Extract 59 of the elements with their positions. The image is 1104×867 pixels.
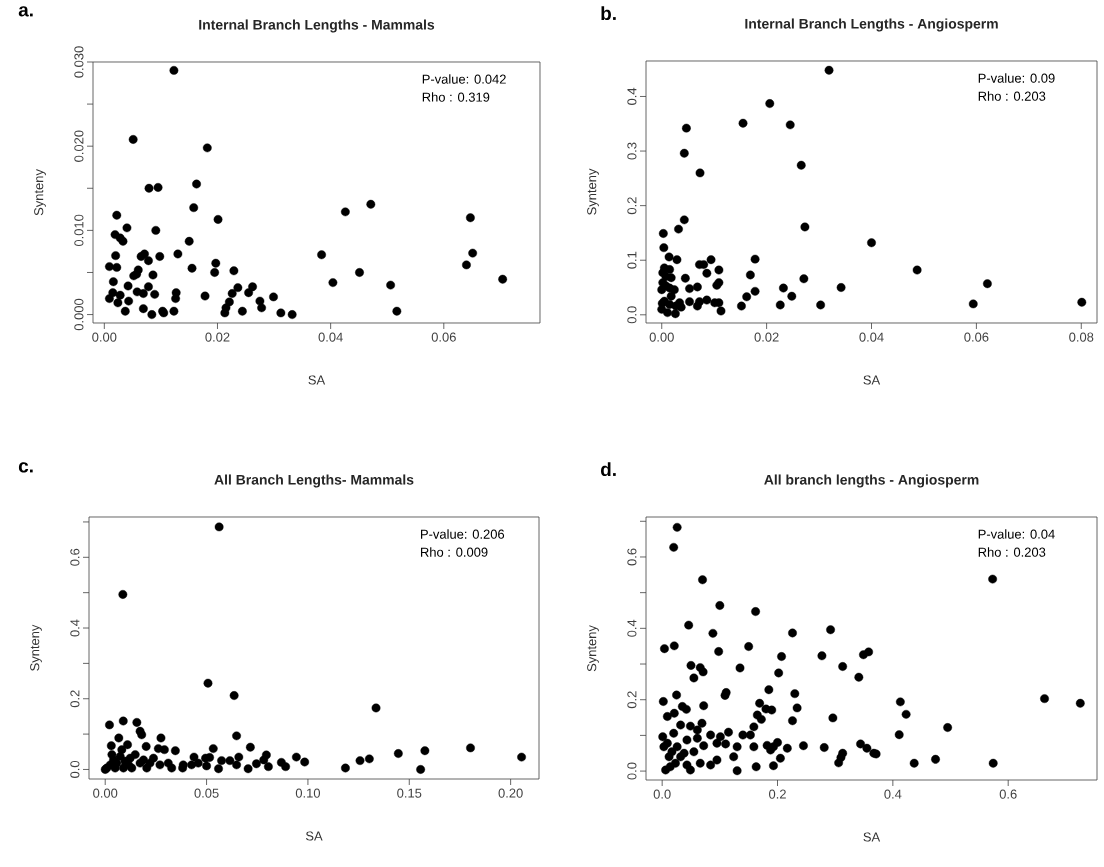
- x-tick-label: 0.4: [884, 789, 902, 799]
- chart-title: All Branch Lengths- Mammals: [214, 474, 414, 488]
- y-tick-label: 0.6: [70, 548, 80, 566]
- y-tick-label: 0.6: [627, 548, 637, 566]
- text: b.: [601, 6, 616, 21]
- x-tick-label: 0.02: [205, 332, 230, 342]
- x-tick-label: 0.06: [964, 332, 989, 342]
- y-tick-label: 0.0: [627, 762, 637, 780]
- x-tick-label: 0.15: [397, 788, 422, 798]
- y-tick-label: 0.4: [627, 619, 637, 637]
- y-tick-label: 0.2: [627, 691, 637, 709]
- chart-title: Internal Branch Lengths - Angiosperm: [745, 18, 998, 32]
- text: a.: [18, 6, 33, 17]
- x-tick-label: 0.04: [318, 332, 343, 342]
- y-tick-label: 0.3: [627, 142, 637, 160]
- y-tick-label: 0.020: [74, 130, 84, 162]
- x-axis-title: SA: [863, 832, 881, 842]
- x-tick-label: 0.08: [1069, 332, 1094, 342]
- y-tick-label: 0.1: [627, 251, 637, 269]
- x-tick-label: 0.05: [194, 788, 219, 798]
- x-tick-label: 0.00: [649, 332, 674, 342]
- annotation: Rho : 0.203: [978, 91, 1046, 101]
- y-tick-label: 0.2: [70, 690, 80, 708]
- text: d.: [600, 462, 616, 477]
- chart-title: Internal Branch Lengths - Mammals: [199, 19, 435, 33]
- x-tick-label: 0.2: [769, 789, 786, 799]
- y-axis-title: Synteny: [587, 168, 599, 215]
- x-tick-label: 0.02: [754, 332, 779, 342]
- x-tick-label: 0.0: [653, 789, 671, 799]
- y-axis-title: Synteny: [30, 624, 42, 671]
- annotation: Rho : 0.203: [978, 547, 1046, 557]
- x-tick-label: 0.06: [431, 332, 456, 342]
- x-tick-label: 0.6: [999, 789, 1017, 799]
- x-axis-title: SA: [305, 831, 323, 841]
- y-tick-label: 0.030: [74, 46, 84, 78]
- annotation: Rho : 0.009: [421, 547, 488, 557]
- y-tick-label: 0.0: [70, 760, 80, 778]
- x-tick-label: 0.00: [92, 332, 117, 342]
- x-tick-label: 0.04: [859, 332, 884, 342]
- annotation: P-value: 0.04: [978, 529, 1055, 539]
- y-tick-label: 0.010: [74, 214, 84, 247]
- y-tick-label: 0.000: [74, 298, 84, 331]
- y-axis-title: Synteny: [587, 625, 599, 672]
- annotation: P-value: 0.09: [978, 73, 1055, 83]
- y-tick-label: 0.4: [627, 87, 637, 105]
- y-axis-title: Synteny: [34, 169, 46, 216]
- x-tick-label: 0.00: [93, 788, 118, 798]
- annotation: P-value: 0.042: [422, 74, 506, 84]
- y-tick-label: 0.2: [627, 197, 637, 215]
- chart-title: All branch lengths - Angiosperm: [764, 474, 979, 488]
- annotation: Rho : 0.319: [422, 92, 490, 102]
- y-tick-label: 0.4: [70, 619, 80, 637]
- x-axis-title: SA: [863, 375, 881, 385]
- text: c.: [18, 462, 33, 473]
- x-tick-label: 0.20: [498, 788, 523, 798]
- y-tick-label: 0.0: [627, 306, 637, 324]
- x-axis-title: SA: [308, 375, 326, 385]
- annotation: P-value: 0.206: [421, 529, 505, 539]
- x-tick-label: 0.10: [295, 788, 321, 798]
